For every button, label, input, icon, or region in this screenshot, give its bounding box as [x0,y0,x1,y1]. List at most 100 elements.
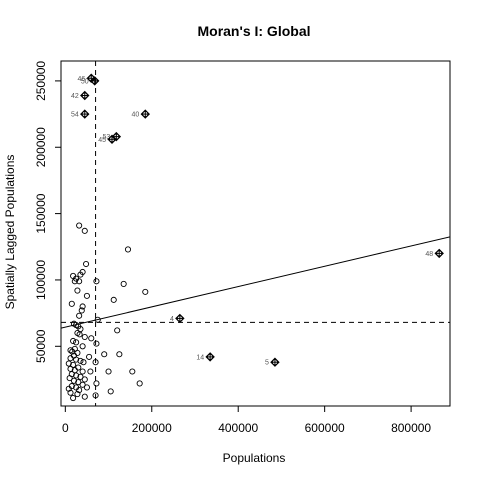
data-point [74,391,81,398]
influential-point [107,134,117,144]
influential-point [205,352,215,362]
data-point [76,312,83,319]
influential-point-label: 5 [265,360,269,367]
influential-point [80,109,90,119]
data-point [136,380,143,387]
data-point [76,278,83,285]
data-point [83,260,90,268]
data-point [75,379,82,386]
data-point [79,381,86,388]
data-point [92,392,99,399]
y-axis: 50000 100000 150000 200000 250000 [34,61,61,363]
data-point [67,355,74,362]
y-tick-label: 250000 [34,61,48,101]
data-point [81,393,88,400]
data-point [70,377,78,384]
data-point [73,339,80,346]
influential-point-label: 40 [131,112,139,119]
influential-point-label: 54 [71,112,79,119]
data-point [76,387,83,394]
influential-point [140,109,150,119]
data-point [87,368,94,375]
plot-frame [60,60,451,407]
data-point [105,368,112,375]
data-point [101,351,108,358]
influential-point-label: 53 [103,134,111,141]
data-point [107,388,114,395]
data-point [83,292,90,299]
y-tick-label: 50000 [34,329,48,363]
data-point [81,376,88,383]
y-tick-label: 100000 [34,260,48,300]
data-point [73,372,80,379]
x-tick-label: 600000 [305,421,345,435]
influential-point-label: 48 [425,251,433,258]
data-point [81,227,88,234]
data-point [83,384,90,391]
y-tick-label: 150000 [34,193,48,233]
data-point [74,287,81,294]
data-point [114,327,121,334]
data-point [79,303,86,310]
data-point [79,368,86,375]
data-point [86,353,93,360]
data-point [76,331,83,338]
data-point [65,385,72,392]
y-tick-label: 200000 [34,127,48,167]
data-point [110,296,117,303]
data-point [94,316,101,323]
influential-point-label: 14 [196,354,204,361]
data-point [67,347,74,354]
x-tick-label: 800000 [391,421,431,435]
data-point [93,278,100,285]
data-point [92,359,99,366]
data-point [76,222,83,229]
influential-point-label: 4 [170,316,174,323]
data-point [73,356,80,363]
data-point [93,380,100,387]
data-point [74,349,81,356]
data-point [120,280,127,287]
data-point [70,394,77,402]
data-point [88,335,95,342]
influential-point-label: 45 [98,137,106,144]
data-points [65,222,149,402]
data-point [70,337,77,345]
data-point [79,268,86,276]
data-point [77,373,84,380]
chart-title: Moran's I: Global [197,23,310,39]
influential-point-label: 50 [81,78,89,85]
data-point [79,343,86,350]
data-point [93,340,100,347]
influential-point-label: 46 [77,76,85,83]
x-tick-label: 0 [62,421,69,435]
x-axis-label: Populations [223,451,286,465]
x-axis: 0 200000 400000 600000 800000 [62,406,431,435]
data-point [71,278,78,285]
data-point [68,300,75,307]
data-point [142,288,149,295]
influential-point [270,357,280,367]
data-point [80,359,87,366]
regression-line [61,236,450,329]
data-point [116,351,123,358]
y-axis-label: Spatially Lagged Populations [3,155,17,310]
x-tick-label: 200000 [132,421,172,435]
data-point [78,307,85,314]
data-point [81,333,88,341]
influential-point [175,313,185,324]
influential-point [90,76,100,86]
influential-point-label: 42 [71,93,79,100]
data-point [77,357,84,364]
x-tick-label: 400000 [218,421,258,435]
influential-point [434,248,444,259]
data-point [129,368,136,375]
data-point [124,246,132,253]
data-point [75,364,82,371]
data-point [67,389,74,396]
data-point [66,375,73,382]
data-point [65,360,72,367]
influential-point [80,90,90,101]
